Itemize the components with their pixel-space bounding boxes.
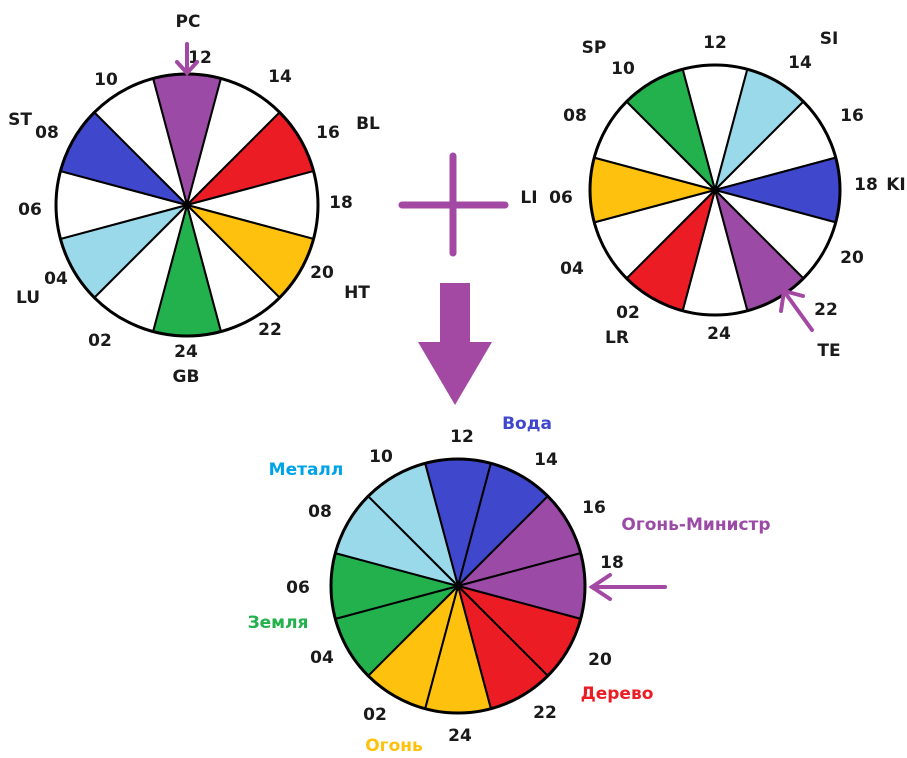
hour-22-label: 22 — [258, 320, 282, 340]
organ-li-label: LI — [520, 188, 537, 208]
hour-24-label: 24 — [174, 342, 198, 362]
organ-pc-label: PC — [176, 12, 201, 32]
hour-14-label: 14 — [788, 53, 812, 73]
organ-ki-label: KI — [886, 175, 906, 195]
element-fire-minister-label: Огонь-Министр — [621, 515, 770, 535]
organ-te-label: TE — [817, 341, 840, 361]
hour-20-label: 20 — [310, 263, 334, 283]
element-metal-label: Металл — [269, 460, 344, 480]
hour-04-label: 04 — [310, 648, 334, 668]
hour-22-label: 22 — [814, 300, 838, 320]
element-water-label: Вода — [502, 414, 552, 434]
hour-16-label: 16 — [840, 106, 864, 126]
hour-08-label: 08 — [35, 123, 59, 143]
hour-12-label: 12 — [703, 33, 727, 53]
hour-06-label: 06 — [18, 200, 42, 220]
hour-14-label: 14 — [534, 450, 558, 470]
hour-02-label: 02 — [363, 705, 387, 725]
organ-bl-label: BL — [356, 114, 380, 134]
result-down-arrow — [418, 283, 492, 405]
te-pointer-arrow — [779, 288, 814, 332]
fire-minister-pointer-arrow — [588, 573, 667, 601]
hour-18-label: 18 — [329, 193, 353, 213]
hour-08-label: 08 — [308, 502, 332, 522]
left-meridian-wheel — [54, 72, 320, 338]
wheel-rim — [588, 63, 842, 317]
hour-14-label: 14 — [268, 67, 292, 87]
hour-02-label: 02 — [616, 303, 640, 323]
hour-22-label: 22 — [533, 703, 557, 723]
hour-18-label: 18 — [854, 175, 878, 195]
plus-sign — [398, 152, 509, 257]
organ-lr-label: LR — [605, 328, 629, 348]
organ-lu-label: LU — [16, 288, 40, 308]
wheel-rim — [329, 457, 587, 715]
hour-06-label: 06 — [549, 188, 573, 208]
organ-gb-label: GB — [173, 367, 200, 387]
element-wood-label: Дерево — [581, 684, 654, 704]
bottom-element-wheel — [329, 457, 587, 715]
hour-16-label: 16 — [316, 123, 340, 143]
hour-06-label: 06 — [286, 578, 310, 598]
hour-02-label: 02 — [88, 331, 112, 351]
hour-08-label: 08 — [563, 106, 587, 126]
hour-10-label: 10 — [611, 59, 635, 79]
element-earth-label: Земля — [248, 613, 309, 633]
organ-ht-label: HT — [344, 283, 370, 303]
hour-24-label: 24 — [448, 726, 472, 746]
hour-18-label: 18 — [600, 553, 624, 573]
hour-24-label: 24 — [707, 324, 731, 344]
hour-12-label: 12 — [450, 427, 474, 447]
right-meridian-wheel — [588, 63, 842, 317]
hour-16-label: 16 — [582, 498, 606, 518]
hour-04-label: 04 — [560, 259, 584, 279]
hour-10-label: 10 — [94, 70, 118, 90]
organ-st-label: ST — [8, 110, 32, 130]
element-fire-label: Огонь — [365, 736, 423, 756]
hour-20-label: 20 — [588, 650, 612, 670]
hour-04-label: 04 — [44, 269, 68, 289]
hour-10-label: 10 — [369, 447, 393, 467]
organ-sp-label: SP — [582, 38, 607, 58]
organ-si-label: SI — [820, 29, 839, 49]
hour-20-label: 20 — [840, 248, 864, 268]
pc-pointer-arrow — [175, 42, 199, 76]
